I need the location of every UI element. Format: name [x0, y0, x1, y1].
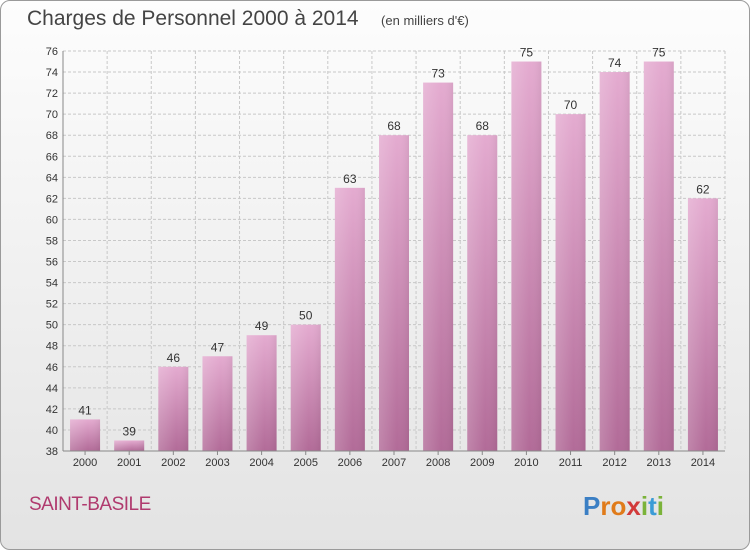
y-tick-label: 46: [46, 362, 58, 374]
bar-value-label: 47: [211, 340, 225, 354]
logo-letter: i: [640, 491, 649, 521]
logo-letter: r: [600, 491, 611, 521]
y-tick-label: 42: [46, 404, 58, 416]
bar-value-label: 63: [343, 172, 357, 186]
bar-value-label: 62: [696, 182, 710, 196]
x-tick-label: 2011: [559, 457, 583, 469]
bar-shade: [114, 440, 145, 451]
y-tick-label: 54: [46, 278, 58, 290]
bar-shade: [511, 61, 542, 452]
y-tick-label: 48: [46, 341, 58, 353]
bar-shade: [246, 335, 277, 451]
y-tick-label: 50: [46, 320, 58, 332]
chart-unit: (en milliers d'€): [381, 13, 469, 28]
bar-value-label: 74: [608, 56, 622, 70]
bar-value-label: 68: [387, 119, 401, 133]
bar-shade: [334, 187, 365, 451]
bar-shade: [423, 82, 454, 451]
bar-value-label: 39: [123, 424, 137, 438]
bar-shade: [202, 356, 233, 451]
bar-value-label: 75: [652, 46, 666, 60]
x-tick-label: 2013: [647, 457, 671, 469]
x-tick-label: 2002: [161, 457, 185, 469]
bar-shade: [687, 198, 718, 451]
bar-shade: [158, 366, 189, 451]
logo-letter: t: [648, 491, 657, 521]
bar-shade: [599, 72, 630, 451]
x-tick-label: 2014: [691, 457, 715, 469]
y-tick-label: 60: [46, 214, 58, 226]
logo-letter: P: [583, 491, 601, 521]
bar-value-label: 73: [431, 67, 445, 81]
logo-letter: x: [626, 491, 641, 521]
x-tick-label: 2005: [293, 457, 317, 469]
y-tick-label: 72: [46, 88, 58, 100]
x-tick-label: 2007: [382, 457, 406, 469]
x-tick-label: 2003: [205, 457, 229, 469]
x-tick-label: 2009: [470, 457, 494, 469]
bar-shade: [290, 324, 321, 451]
proxiti-logo: Proxiti: [583, 491, 664, 522]
y-tick-label: 44: [46, 383, 58, 395]
logo-letter: i: [656, 491, 664, 521]
y-tick-label: 70: [46, 109, 58, 121]
y-tick-label: 52: [46, 299, 58, 311]
x-tick-label: 2001: [117, 457, 141, 469]
x-tick-label: 2008: [426, 457, 450, 469]
bar-layer: [70, 61, 718, 452]
y-tick-label: 64: [46, 172, 58, 184]
logo-letter: o: [610, 491, 627, 521]
bar-shade: [70, 419, 101, 451]
chart-title: Charges de Personnel 2000 à 2014: [27, 7, 359, 30]
x-tick-label: 2006: [338, 457, 362, 469]
bar-shade: [555, 114, 586, 451]
y-tick-label: 38: [46, 446, 58, 458]
bar-value-label: 50: [299, 309, 313, 323]
y-tick-label: 76: [46, 46, 58, 58]
bar-value-label: 70: [564, 98, 578, 112]
axis-layer: 38 40 42 44 46 48 50 52 54 56 58 60 62 64 66 68 70 72 74 76…: [46, 46, 725, 469]
bar-shade: [643, 61, 674, 452]
y-tick-label: 74: [46, 67, 58, 79]
bar-value-label: 49: [255, 319, 269, 333]
bar-value-label: 75: [520, 46, 534, 60]
x-tick-label: 2004: [249, 457, 273, 469]
y-tick-label: 58: [46, 235, 58, 247]
bar-value-label: 68: [476, 119, 490, 133]
bar-shade: [467, 135, 498, 452]
title-row: Charges de Personnel 2000 à 2014 (en mil…: [27, 7, 469, 31]
commune-name: SAINT-BASILE: [29, 494, 151, 515]
y-tick-label: 62: [46, 193, 58, 205]
y-tick-label: 56: [46, 257, 58, 269]
x-tick-label: 2000: [73, 457, 97, 469]
bar-value-label: 41: [78, 403, 92, 417]
y-tick-label: 68: [46, 130, 58, 142]
y-tick-label: 66: [46, 151, 58, 163]
bar-shade: [379, 135, 409, 452]
x-tick-label: 2012: [602, 457, 626, 469]
bar-value-label: 46: [167, 351, 181, 365]
x-tick-label: 2010: [514, 457, 538, 469]
y-tick-label: 40: [46, 425, 58, 437]
